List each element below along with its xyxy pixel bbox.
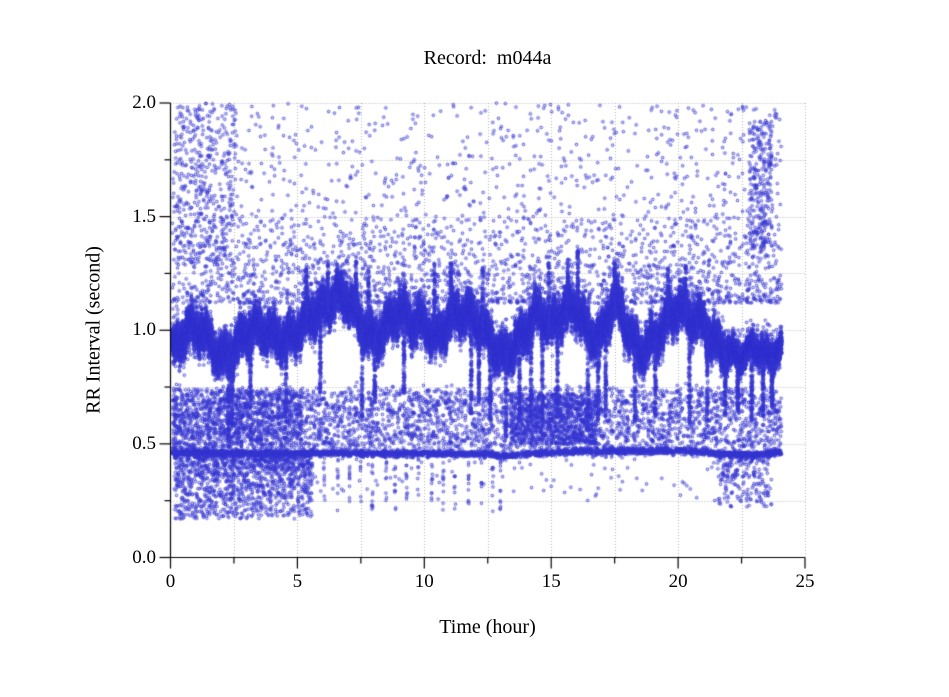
x-tick-label: 20	[668, 570, 688, 592]
x-tick-label: 0	[165, 570, 176, 592]
y-axis-label: RR Interval (second)	[82, 246, 105, 414]
x-tick-label: 25	[795, 570, 815, 592]
y-tick-label: 2.0	[132, 92, 156, 113]
chart-title: Record: m044a	[423, 47, 552, 69]
x-tick-label: 10	[414, 570, 434, 592]
x-tick-label: 15	[541, 570, 561, 592]
y-tick-label: 1.0	[132, 319, 156, 341]
y-tick-label: 0.5	[132, 432, 156, 454]
x-axis-label: Time (hour)	[439, 616, 536, 638]
y-tick-label: 1.5	[132, 205, 156, 227]
x-tick-label: 5	[292, 570, 303, 592]
y-tick-label: 0.0	[132, 546, 156, 568]
